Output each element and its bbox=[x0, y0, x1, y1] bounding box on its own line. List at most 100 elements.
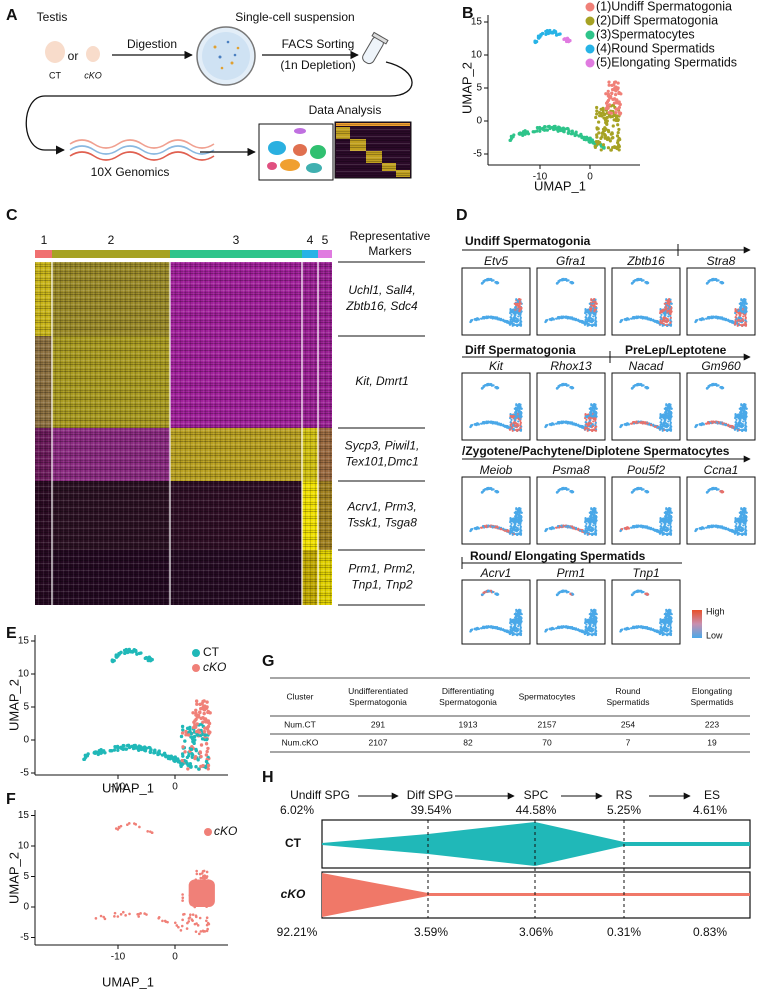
point bbox=[481, 315, 485, 319]
point bbox=[742, 532, 745, 535]
point bbox=[595, 109, 599, 113]
feature-points bbox=[469, 589, 523, 637]
point bbox=[511, 533, 514, 536]
point bbox=[509, 530, 512, 533]
point bbox=[519, 413, 522, 416]
point bbox=[513, 511, 516, 514]
point bbox=[519, 424, 522, 427]
point bbox=[589, 314, 592, 317]
point bbox=[702, 423, 706, 426]
point bbox=[630, 526, 633, 529]
point bbox=[641, 421, 644, 424]
point bbox=[586, 528, 590, 531]
point bbox=[498, 318, 501, 321]
point bbox=[602, 116, 606, 120]
point bbox=[592, 632, 595, 635]
point bbox=[639, 382, 642, 386]
cluster-bar bbox=[35, 250, 52, 258]
point bbox=[654, 320, 657, 323]
point bbox=[735, 311, 739, 314]
point bbox=[624, 318, 627, 321]
point bbox=[694, 529, 697, 533]
point bbox=[591, 310, 594, 313]
point bbox=[562, 315, 565, 318]
point bbox=[734, 321, 737, 324]
gene-name: Acrv1 bbox=[480, 566, 512, 580]
point bbox=[614, 110, 618, 115]
point bbox=[594, 530, 597, 534]
point bbox=[594, 115, 598, 120]
point bbox=[589, 419, 592, 422]
point bbox=[595, 515, 598, 519]
point bbox=[555, 127, 559, 131]
point bbox=[573, 318, 576, 321]
point bbox=[702, 318, 706, 321]
point bbox=[517, 625, 520, 628]
point bbox=[507, 425, 510, 428]
point bbox=[582, 320, 585, 323]
point bbox=[518, 305, 522, 308]
point bbox=[574, 527, 578, 530]
point bbox=[665, 403, 668, 406]
point bbox=[606, 136, 610, 140]
point bbox=[546, 30, 550, 34]
point bbox=[744, 407, 747, 410]
cluster-bar bbox=[302, 250, 318, 258]
point bbox=[520, 306, 523, 310]
point bbox=[595, 112, 599, 116]
point bbox=[716, 316, 719, 319]
point bbox=[491, 384, 495, 387]
point bbox=[509, 424, 512, 427]
point bbox=[544, 630, 547, 633]
point bbox=[636, 487, 640, 490]
point bbox=[648, 527, 651, 530]
point bbox=[520, 617, 523, 620]
point bbox=[594, 624, 597, 627]
gene-name: Prm1 bbox=[557, 566, 586, 580]
point bbox=[480, 422, 483, 425]
point bbox=[740, 507, 743, 510]
point bbox=[661, 319, 665, 322]
label: cKO bbox=[84, 70, 102, 80]
point bbox=[660, 416, 664, 419]
point bbox=[590, 298, 593, 301]
point bbox=[480, 627, 483, 630]
point bbox=[487, 420, 490, 423]
point bbox=[496, 386, 500, 389]
point bbox=[659, 321, 662, 324]
point bbox=[592, 315, 595, 318]
point bbox=[509, 625, 512, 628]
cluster-bar bbox=[318, 250, 332, 258]
point bbox=[742, 420, 745, 423]
point bbox=[566, 279, 570, 282]
point bbox=[504, 320, 507, 323]
point bbox=[736, 429, 739, 432]
point bbox=[519, 131, 523, 135]
feature-points bbox=[619, 486, 673, 536]
point bbox=[571, 422, 574, 425]
point bbox=[738, 422, 741, 425]
point bbox=[517, 420, 520, 423]
point bbox=[519, 612, 522, 616]
panel-label: F bbox=[6, 791, 16, 808]
point bbox=[737, 531, 740, 534]
point bbox=[469, 630, 472, 633]
point bbox=[695, 318, 699, 322]
point bbox=[597, 110, 602, 115]
point bbox=[496, 317, 499, 320]
point bbox=[738, 526, 741, 529]
point bbox=[594, 533, 598, 536]
point bbox=[595, 133, 599, 137]
point bbox=[711, 487, 715, 490]
point bbox=[477, 423, 481, 426]
point bbox=[496, 526, 499, 529]
point bbox=[632, 280, 635, 283]
point bbox=[660, 520, 664, 523]
point bbox=[595, 415, 598, 418]
point bbox=[736, 533, 739, 536]
point bbox=[665, 298, 668, 301]
point bbox=[469, 529, 472, 533]
point bbox=[570, 131, 575, 135]
point bbox=[504, 630, 507, 633]
point bbox=[736, 324, 739, 327]
